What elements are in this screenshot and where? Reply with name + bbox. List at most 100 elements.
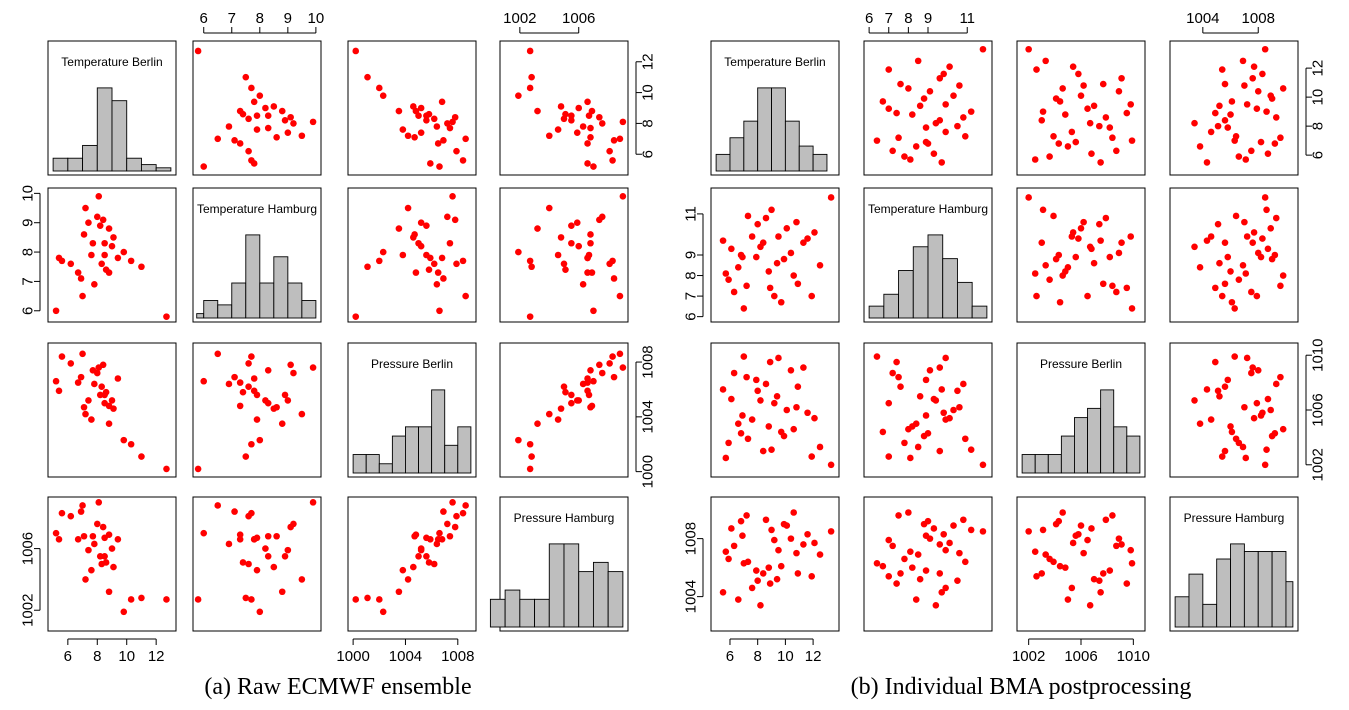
scatter-point xyxy=(93,520,101,528)
histogram-bar xyxy=(1047,454,1062,474)
axis-right-temperature-berlin: 6 8 10 12 xyxy=(635,53,657,158)
histogram-bar xyxy=(245,234,261,319)
scatter-point xyxy=(1096,220,1103,228)
scatter-point xyxy=(1227,111,1234,118)
scatter-point xyxy=(916,393,924,400)
scatter-point xyxy=(264,366,272,374)
scatter-point xyxy=(773,393,781,400)
scatter-point xyxy=(242,73,250,81)
scatter-point xyxy=(956,403,963,411)
scatter-point xyxy=(783,522,791,529)
scatter-point xyxy=(1080,218,1087,226)
tick-label: 1004 xyxy=(640,400,657,433)
panel-temperature-berlin-vs-pressure-berlin xyxy=(347,40,477,176)
scatter-point xyxy=(242,453,250,460)
scatter-point xyxy=(1080,82,1087,89)
scatter-point xyxy=(194,465,202,473)
scatter-point xyxy=(790,425,798,433)
scatter-point xyxy=(55,254,63,262)
scatter-point xyxy=(1113,288,1120,296)
scatter-point xyxy=(79,350,86,358)
scatter-point xyxy=(526,47,534,55)
panel-frame xyxy=(192,40,322,176)
scatter-point xyxy=(1259,409,1266,417)
scatter-point xyxy=(895,512,902,519)
scatter-point xyxy=(790,272,798,279)
scatter-point xyxy=(754,220,761,228)
histogram-bar xyxy=(140,164,157,172)
scatter-point xyxy=(108,242,116,250)
scatter-point xyxy=(1214,387,1222,395)
scatter-point xyxy=(914,551,922,558)
panel-pressure-berlin-vs-temperature-hamburg xyxy=(192,342,322,478)
scatter-point xyxy=(885,536,893,544)
scatter-point xyxy=(423,552,430,560)
scatter-point xyxy=(375,84,383,92)
scatter-point xyxy=(462,502,469,509)
scatter-point xyxy=(783,224,791,232)
scatter-point xyxy=(1239,443,1247,451)
panel-temperature-hamburg-vs-temperature-hamburg: Temperature Hamburg xyxy=(863,187,993,323)
scatter-point xyxy=(433,123,441,130)
scatter-point xyxy=(554,416,562,423)
scatter-point xyxy=(1241,218,1248,226)
scatter-point xyxy=(264,532,272,540)
scatter-point xyxy=(804,409,811,417)
scatter-point xyxy=(1191,119,1198,127)
scatter-point xyxy=(587,403,594,411)
scatter-point xyxy=(893,580,900,587)
scatter-point xyxy=(436,307,443,315)
scatter-point xyxy=(88,416,95,423)
scatter-point xyxy=(462,135,469,143)
panel-frame xyxy=(192,496,322,632)
scatter-point xyxy=(1118,239,1125,246)
scatter-point xyxy=(889,147,896,155)
scatter-point xyxy=(411,133,418,141)
scatter-point xyxy=(534,420,541,427)
scatter-point xyxy=(800,239,807,246)
scatter-point xyxy=(281,552,289,560)
scatter-point xyxy=(1056,98,1064,105)
scatter-point xyxy=(954,577,961,584)
scatter-point xyxy=(924,140,932,147)
scatter-point xyxy=(932,397,940,404)
scatter-point xyxy=(777,298,785,306)
histogram-bar xyxy=(365,454,380,474)
scatter-point xyxy=(619,364,627,371)
scatter-point xyxy=(739,532,746,540)
histogram-bar xyxy=(301,300,317,319)
scatter-point xyxy=(930,150,938,157)
scatter-point xyxy=(754,577,761,584)
scatter-point xyxy=(1069,63,1077,70)
scatter-point xyxy=(719,386,727,393)
panel-pressure-berlin-vs-temperature-hamburg xyxy=(863,342,993,478)
tick-label: 1006 xyxy=(1310,393,1327,426)
scatter-point xyxy=(922,567,930,574)
scatter-point xyxy=(459,257,467,265)
scatter-point xyxy=(938,588,946,596)
scatter-point xyxy=(114,536,122,543)
scatter-point xyxy=(1097,159,1104,166)
panel-temperature-berlin-vs-pressure-hamburg xyxy=(499,40,629,176)
tick-label: 10 xyxy=(777,648,794,665)
panel-frame xyxy=(499,187,629,323)
scatter-point xyxy=(1061,564,1069,571)
scatter-point xyxy=(451,113,459,121)
scatter-point xyxy=(773,259,781,267)
scatter-point xyxy=(80,532,88,540)
scatter-point xyxy=(1221,383,1229,391)
panel-frame xyxy=(347,187,477,323)
scatter-point xyxy=(922,412,930,419)
scatter-point xyxy=(956,82,963,89)
scatter-point xyxy=(77,508,85,515)
scatter-point xyxy=(895,134,902,142)
scatter-point xyxy=(101,399,108,407)
scatter-point xyxy=(780,255,788,263)
scatter-point xyxy=(1253,292,1261,300)
histogram-bar xyxy=(231,282,247,319)
scatter-point xyxy=(1231,305,1238,312)
histogram-bar xyxy=(352,454,367,474)
scatter-point xyxy=(239,110,247,118)
scatter-point xyxy=(395,225,403,232)
scatter-point xyxy=(270,103,278,110)
